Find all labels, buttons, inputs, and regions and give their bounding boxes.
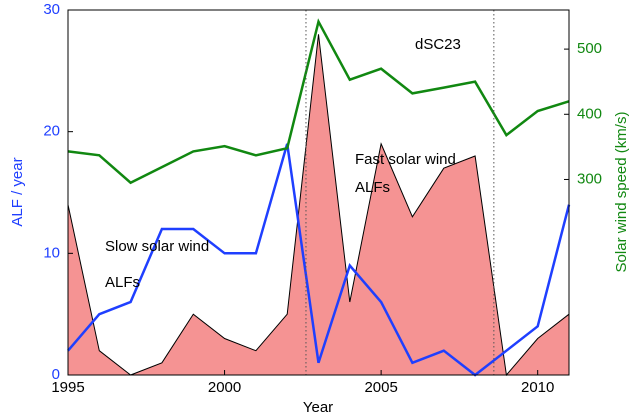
annotation: ALFs bbox=[105, 274, 140, 291]
x-tick-label: 2010 bbox=[521, 379, 554, 396]
x-axis-label: Year bbox=[303, 399, 333, 416]
plot-frame bbox=[67, 9, 570, 376]
line bbox=[67, 18, 570, 185]
y-tick-label: 10 bbox=[43, 244, 60, 261]
y-axis-label: ALF / year bbox=[9, 157, 26, 226]
y2-tick-label: 400 bbox=[577, 105, 602, 122]
y-tick-label: 20 bbox=[43, 123, 60, 140]
area bbox=[67, 34, 570, 377]
y2-axis-label: Solar wind speed (km/s) bbox=[613, 112, 630, 273]
x-tick-label: 1995 bbox=[51, 379, 84, 396]
annotation: dSC23 bbox=[415, 36, 461, 53]
y2-tick-label: 500 bbox=[577, 40, 602, 57]
y-tick-label: 0 bbox=[52, 366, 60, 383]
annotation: ALFs bbox=[355, 179, 390, 196]
x-tick-label: 2000 bbox=[208, 379, 241, 396]
y-tick-label: 30 bbox=[43, 1, 60, 18]
annotation: Fast solar wind bbox=[355, 151, 456, 168]
x-tick-label: 2005 bbox=[364, 379, 397, 396]
line bbox=[67, 143, 571, 377]
annotation: Slow solar wind bbox=[105, 238, 209, 255]
y2-tick-label: 300 bbox=[577, 170, 602, 187]
